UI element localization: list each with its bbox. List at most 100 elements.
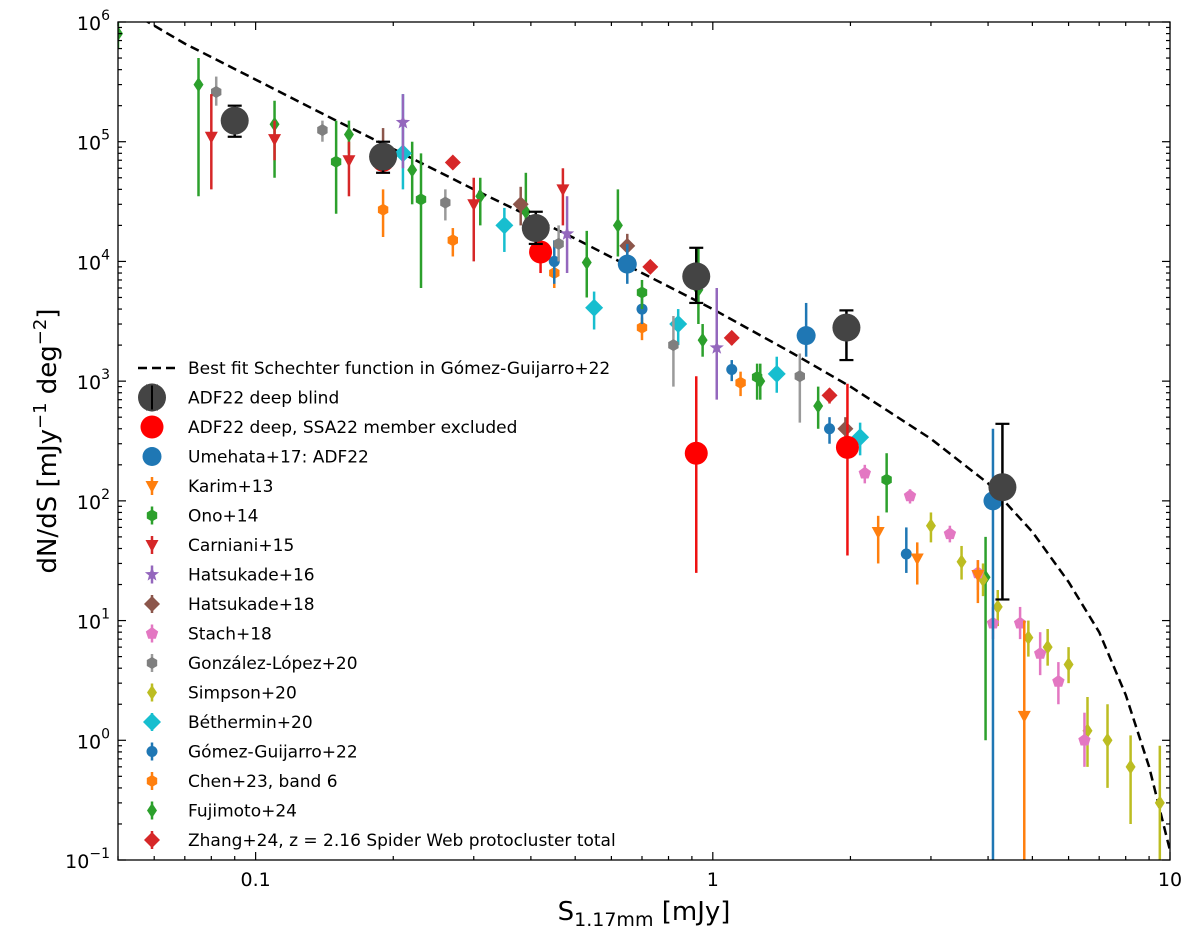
- data-point: [956, 554, 967, 570]
- data-point: [330, 155, 342, 168]
- data-point: [1052, 675, 1065, 687]
- data-point: [794, 370, 805, 383]
- axis-ticks: [117, 21, 1171, 861]
- data-point: [1034, 647, 1047, 659]
- data-point: [832, 313, 861, 342]
- legend-entry-gomez-guijarro-22: Gómez-Guijarro+22: [146, 742, 358, 763]
- legend-marker-swatch: [144, 567, 160, 581]
- data-point: [971, 570, 985, 583]
- legend-marker-swatch: [145, 627, 159, 639]
- legend-label: Fujimoto+24: [188, 802, 297, 822]
- x-axis-label: S1.17mm [mJy]: [558, 897, 731, 931]
- x-tick-label: 10: [1158, 869, 1182, 891]
- y-tick-label: 101: [77, 607, 110, 634]
- data-point: [617, 254, 637, 274]
- data-point: [415, 193, 427, 206]
- data-point: [1102, 732, 1113, 748]
- data-point: [447, 234, 458, 247]
- legend-label: Umehata+17: ADF22: [188, 448, 369, 468]
- legend-marker-swatch: [146, 509, 158, 522]
- data-point: [992, 599, 1003, 615]
- data-point: [317, 124, 328, 137]
- data-point: [910, 553, 924, 566]
- data-point: [440, 196, 451, 209]
- legend-marker-swatch: [140, 415, 164, 439]
- legend-marker-swatch: [147, 803, 157, 818]
- data-point: [726, 364, 738, 376]
- legend-label: Gómez-Guijarro+22: [188, 743, 358, 763]
- data-point: [903, 489, 917, 502]
- legend-marker-swatch: [143, 713, 161, 731]
- legend-entry-umehata-17-adf22: Umehata+17: ADF22: [142, 447, 369, 468]
- legend-label: Béthermin+20: [188, 713, 313, 733]
- data-point: [556, 184, 570, 197]
- data-point: [925, 518, 936, 534]
- data-point: [395, 114, 411, 129]
- legend-label: ADF22 deep blind: [188, 389, 339, 409]
- x-tick-label: 1: [707, 869, 719, 891]
- plot-frame: [117, 21, 1171, 861]
- data-point: [467, 199, 481, 212]
- data-point: [796, 326, 816, 346]
- legend-label: Best fit Schechter function in Gómez-Gui…: [188, 359, 610, 379]
- data-point: [697, 332, 708, 348]
- data-point: [684, 441, 708, 465]
- legend-marker-swatch: [145, 540, 159, 552]
- legend-entry-stach-18: Stach+18: [145, 624, 272, 645]
- legend-entry-carniani-15: Carniani+15: [145, 536, 294, 556]
- data-point: [369, 142, 398, 171]
- legend-label: ADF22 deep, SSA22 member excluded: [188, 418, 517, 438]
- legend-marker-swatch: [142, 447, 162, 466]
- legend-marker-swatch: [146, 746, 158, 757]
- data-point: [220, 106, 249, 135]
- legend-label: Chen+23, band 6: [188, 772, 338, 792]
- legend-label: Simpson+20: [188, 684, 297, 704]
- data-point: [204, 131, 218, 144]
- plot-area: [118, 22, 1170, 860]
- y-tick-label: 103: [77, 367, 110, 394]
- data-point: [735, 376, 746, 389]
- y-tick-label: 102: [77, 487, 110, 514]
- data-point: [612, 217, 623, 233]
- data-point: [837, 420, 854, 437]
- data-point: [858, 466, 871, 479]
- data-point: [377, 203, 389, 216]
- schechter-fit-line: [145, 22, 1170, 851]
- data-point: [342, 155, 356, 168]
- data-point: [824, 423, 836, 435]
- legend-label: Ono+14: [188, 507, 258, 527]
- y-tick-label: 100: [77, 726, 110, 753]
- legend-entry-gonzalez-lopez-20: González-López+20: [146, 654, 358, 674]
- data-point: [268, 134, 282, 147]
- data-point: [835, 435, 859, 459]
- data-point: [881, 473, 892, 486]
- y-axis-label: dN/dS [mJy−1 deg−2]: [30, 308, 63, 573]
- data-point: [559, 226, 575, 240]
- series-karim-13: [871, 515, 1031, 860]
- data-point: [343, 126, 354, 142]
- data-point: [767, 364, 786, 383]
- y-tick-label: 106: [77, 8, 110, 35]
- series-ono-14: [330, 120, 892, 513]
- legend-label: Hatsukade+18: [188, 595, 315, 615]
- tick-labels: 0.1 1 10 10−1 100 101 102 103 104 105 106: [65, 8, 1182, 891]
- data-point: [682, 262, 711, 291]
- series-umehata-17-adf22: [617, 243, 1003, 860]
- x-tick-label: 0.1: [241, 869, 271, 891]
- data-point: [751, 371, 763, 384]
- data-point: [548, 255, 560, 267]
- legend-label: González-López+20: [188, 654, 358, 674]
- series-fujimoto-24: [118, 22, 991, 741]
- legend-marker-swatch: [144, 832, 160, 848]
- data-point: [529, 240, 553, 264]
- data-point: [1017, 710, 1031, 723]
- series-hatsukade-16: [395, 94, 724, 400]
- data-point: [1063, 656, 1074, 672]
- y-tick-label: 104: [77, 247, 110, 274]
- legend-label: Hatsukade+16: [188, 566, 315, 586]
- legend-entry-karim-13: Karim+13: [145, 477, 273, 497]
- legend-entry-chen-23-band-6: Chen+23, band 6: [146, 772, 338, 792]
- data-point: [553, 237, 564, 250]
